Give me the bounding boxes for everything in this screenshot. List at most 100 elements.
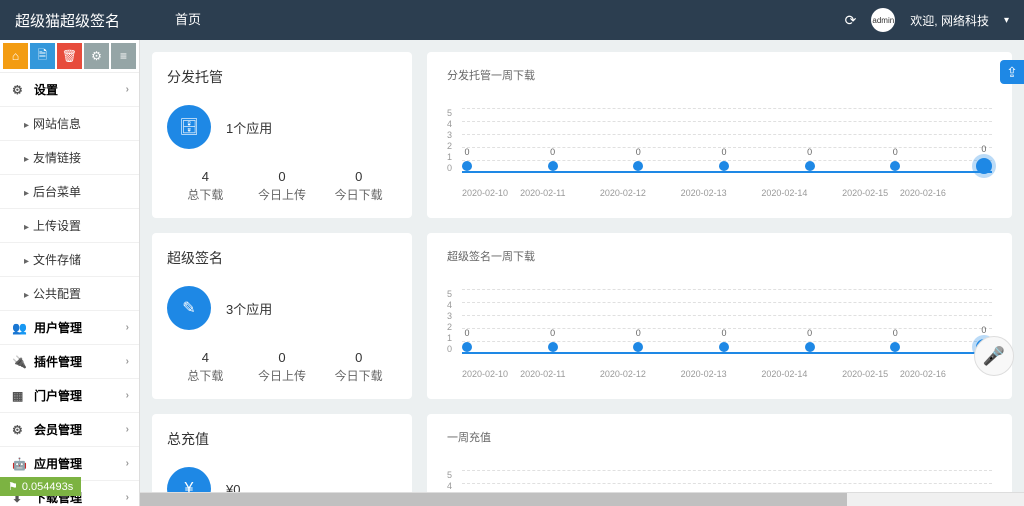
- sidebar-item[interactable]: 🤖 应用管理 ›: [0, 447, 139, 481]
- card-title: 总充值: [167, 429, 397, 449]
- card-title: 分发托管: [167, 67, 397, 87]
- sidebar-subitem[interactable]: 网站信息: [0, 107, 139, 141]
- sidebar-item-label: 会员管理: [34, 421, 82, 438]
- gears-icon: ⚙: [12, 83, 28, 97]
- stat-label: 今日上传: [244, 367, 321, 384]
- refresh-icon[interactable]: ⟳: [845, 12, 857, 29]
- stat-number: 0: [320, 169, 397, 184]
- sidebar-subitem[interactable]: 公共配置: [0, 277, 139, 311]
- menu-icon: 🤖: [12, 457, 28, 471]
- chart-point: 0: [719, 161, 729, 171]
- chart-area: 54321000000002020-02-102020-02-112020-02…: [447, 108, 992, 198]
- chart-point: 0: [976, 158, 992, 174]
- stat-item: 0 今日下载: [320, 169, 397, 203]
- chart-points: 0000000: [462, 342, 992, 358]
- toolbar-btn-home-icon[interactable]: ⌂: [3, 43, 28, 69]
- chart-plot: 0 0 0 0 0 0 0: [462, 108, 992, 173]
- sidebar: ⌂ 🗎 🗑 ⚙ ≡ ⚙ 设置 › 网站信息友情链接后台菜单上传设置文件存储公共配…: [0, 40, 140, 506]
- stat-number: 0: [244, 350, 321, 365]
- stat-number: 0: [320, 350, 397, 365]
- sidebar-subitem[interactable]: 友情链接: [0, 141, 139, 175]
- avatar[interactable]: admin: [871, 8, 895, 32]
- app-count: 1个应用: [226, 118, 272, 137]
- chart-point: 0: [462, 342, 472, 352]
- menu-icon: 👥: [12, 321, 28, 335]
- sidebar-item-label: 设置: [34, 81, 58, 98]
- chart-points: 0 0 0 0 0 0 0: [462, 161, 992, 177]
- sidebar-item-label: 用户管理: [34, 319, 82, 336]
- stat-number: 4: [167, 350, 244, 365]
- card-icon: ✎: [167, 286, 211, 330]
- sidebar-subitem[interactable]: 上传设置: [0, 209, 139, 243]
- brand-title: 超级猫超级签名: [15, 10, 120, 31]
- sidebar-item-label: 应用管理: [34, 455, 82, 472]
- stat-item: 0 今日上传: [244, 169, 321, 203]
- card-icon: 🗄: [167, 105, 211, 149]
- leaf-icon: ⚑: [8, 480, 18, 493]
- chart-title: 一周充值: [447, 429, 992, 445]
- chart-point: 0: [633, 161, 643, 171]
- x-axis: 2020-02-102020-02-112020-02-122020-02-13…: [462, 369, 992, 379]
- stat-label: 总下载: [167, 367, 244, 384]
- x-axis: 2020-02-102020-02-112020-02-122020-02-13…: [462, 188, 992, 198]
- toolbar-btn-menu-icon[interactable]: ≡: [111, 43, 136, 69]
- sidebar-item[interactable]: 🔌 插件管理 ›: [0, 345, 139, 379]
- chart-point: 0: [548, 342, 558, 352]
- chevron-right-icon: ›: [126, 390, 129, 401]
- menu-icon: ▦: [12, 389, 28, 403]
- chart-card: 超级签名一周下载54321000000002020-02-102020-02-1…: [427, 233, 1012, 399]
- float-share-icon[interactable]: ⇪: [1000, 60, 1024, 84]
- nav-home[interactable]: 首页: [160, 0, 216, 40]
- chart-plot: 0000000: [462, 289, 992, 354]
- chart-point: 0: [719, 342, 729, 352]
- sidebar-item[interactable]: 👥用户管理›: [0, 311, 139, 345]
- stat-label: 今日上传: [244, 186, 321, 203]
- chevron-right-icon: ›: [126, 458, 129, 469]
- sidebar-subitem[interactable]: 后台菜单: [0, 175, 139, 209]
- toolbar-btn-settings-icon[interactable]: ⚙: [84, 43, 109, 69]
- chart-point: 0: [462, 161, 472, 171]
- chevron-right-icon: ›: [126, 356, 129, 367]
- chart-title: 分发托管一周下载: [447, 67, 992, 83]
- stat-label: 今日下载: [320, 367, 397, 384]
- performance-badge: ⚑ 0.054493s: [0, 477, 81, 496]
- chart-card: 分发托管一周下载54321000000002020-02-102020-02-1…: [427, 52, 1012, 218]
- chart-area: 54321000000002020-02-102020-02-112020-02…: [447, 289, 992, 379]
- stat-number: 4: [167, 169, 244, 184]
- sidebar-item-settings[interactable]: ⚙ 设置 ›: [0, 73, 139, 107]
- chart-point: 0: [805, 161, 815, 171]
- sidebar-item-label: 插件管理: [34, 353, 82, 370]
- menu-icon: ⚙: [12, 423, 28, 437]
- stat-label: 今日下载: [320, 186, 397, 203]
- chart-point: 0: [633, 342, 643, 352]
- y-axis: 543210: [447, 289, 452, 354]
- sidebar-item[interactable]: ⚙ 会员管理 ›: [0, 413, 139, 447]
- stat-item: 0 今日下载: [320, 350, 397, 384]
- sidebar-toolbar: ⌂ 🗎 🗑 ⚙ ≡: [0, 40, 139, 73]
- horizontal-scrollbar[interactable]: [140, 492, 1024, 506]
- chart-point: 0: [890, 161, 900, 171]
- stat-item: 4 总下载: [167, 350, 244, 384]
- sidebar-subitem[interactable]: 文件存储: [0, 243, 139, 277]
- chart-point: 0: [890, 342, 900, 352]
- chart-title: 超级签名一周下载: [447, 248, 992, 264]
- toolbar-btn-file-icon[interactable]: 🗎: [30, 43, 55, 69]
- sidebar-item[interactable]: ▦ 门户管理 ›: [0, 379, 139, 413]
- stat-number: 0: [244, 169, 321, 184]
- chevron-right-icon: ›: [126, 424, 129, 435]
- chevron-right-icon: ›: [126, 84, 129, 95]
- toolbar-btn-delete-icon[interactable]: 🗑: [57, 43, 82, 69]
- card-title: 超级签名: [167, 248, 397, 268]
- stat-label: 总下载: [167, 186, 244, 203]
- summary-card: 超级签名✎3个应用4总下载0今日上传0今日下载: [152, 233, 412, 399]
- app-count: 3个应用: [226, 299, 272, 318]
- chevron-down-icon[interactable]: ▾: [1004, 15, 1009, 26]
- sidebar-item-label: 门户管理: [34, 387, 82, 404]
- chart-point: 0: [548, 161, 558, 171]
- stat-item: 0 今日上传: [244, 350, 321, 384]
- welcome-text: 欢迎, 网络科技: [910, 12, 989, 29]
- top-header: 超级猫超级签名 首页 ⟳ admin 欢迎, 网络科技 ▾: [0, 0, 1024, 40]
- menu-icon: 🔌: [12, 355, 28, 369]
- summary-card: 分发托管🗄1个应用4总下载0今日上传0今日下载: [152, 52, 412, 218]
- microphone-icon[interactable]: 🎤: [974, 336, 1014, 376]
